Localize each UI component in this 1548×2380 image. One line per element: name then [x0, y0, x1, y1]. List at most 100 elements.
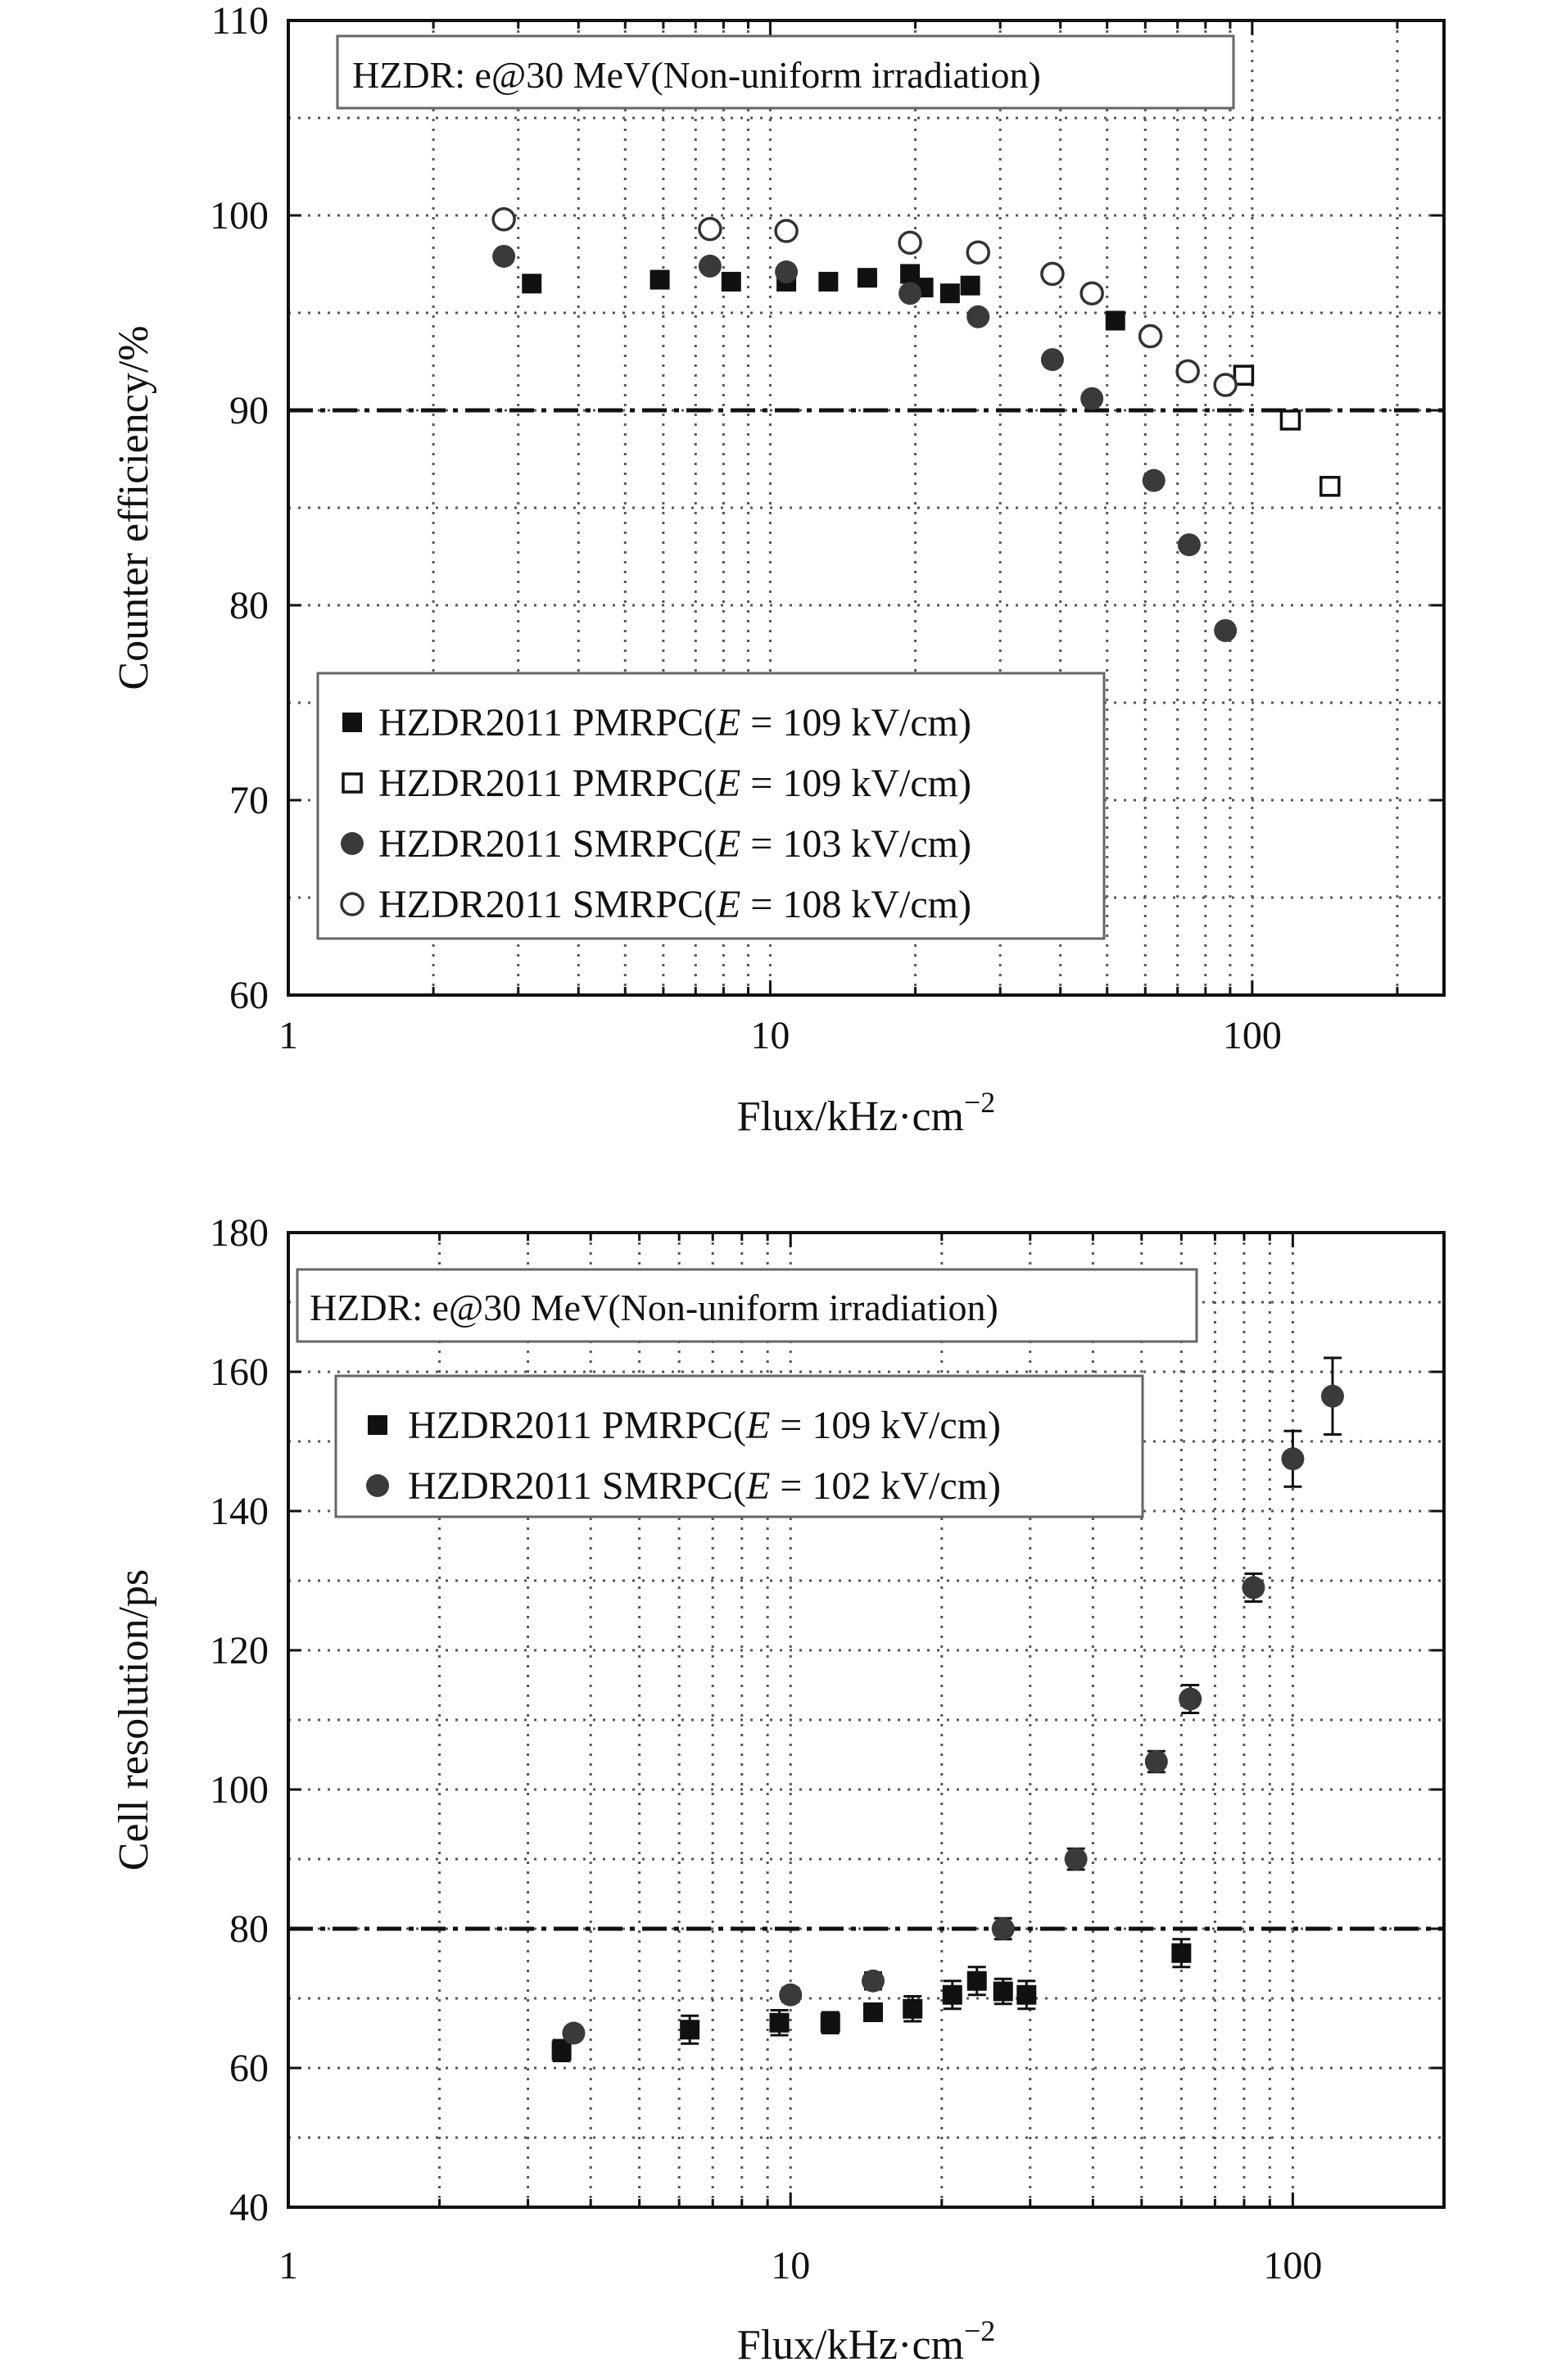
series-4	[491, 207, 1238, 397]
legend-label: HZDR2011 PMRPC(E = 109 kV/cm)	[408, 1404, 1001, 1447]
series-1	[551, 1938, 1192, 2062]
data-point	[1175, 359, 1200, 384]
legend-marker	[342, 772, 363, 794]
data-point	[993, 1981, 1013, 2002]
data-point	[698, 216, 722, 242]
data-point	[1177, 533, 1201, 557]
x-tick-label: 10	[750, 1014, 790, 1057]
plot-frame	[287, 1231, 1446, 2209]
annotation-box	[296, 1268, 1198, 1343]
data-point	[1080, 281, 1104, 305]
data-point	[1319, 476, 1341, 497]
series-1	[522, 264, 1125, 331]
y-tick-label: 80	[229, 584, 269, 627]
data-point	[1279, 409, 1301, 431]
y-tick-label: 140	[210, 1490, 269, 1533]
y-tick-label: 160	[210, 1351, 269, 1394]
annotation-box	[336, 34, 1235, 110]
data-point	[1233, 364, 1255, 386]
data-point	[939, 283, 960, 304]
y-axis-label: Cell resolution/ps	[111, 1569, 157, 1871]
data-point	[491, 207, 516, 232]
data-point	[903, 1998, 923, 2019]
data-point	[1064, 1848, 1088, 1871]
data-point	[1214, 618, 1238, 642]
x-tick-label: 1	[278, 2244, 298, 2287]
data-point	[862, 2002, 883, 2022]
data-point	[966, 240, 990, 265]
y-tick-label: 60	[229, 2047, 269, 2090]
y-tick-label: 40	[229, 2186, 269, 2229]
legend-box	[316, 672, 1106, 940]
legend-box	[334, 1374, 1144, 1518]
legend-label: HZDR2011 SMRPC(E = 102 kV/cm)	[408, 1464, 1001, 1508]
data-point	[1080, 387, 1104, 410]
data-point	[779, 1983, 803, 2007]
data-point	[960, 275, 980, 296]
y-tick-label: 60	[229, 974, 269, 1017]
legend-label: HZDR2011 SMRPC(E = 108 kV/cm)	[378, 883, 971, 926]
data-point	[1242, 1576, 1265, 1599]
data-point	[775, 260, 799, 284]
data-point	[820, 2012, 840, 2033]
y-tick-label: 180	[210, 1211, 269, 1255]
data-point	[680, 2020, 700, 2040]
legend-marker	[368, 1415, 387, 1435]
data-point	[492, 244, 516, 268]
data-point	[1171, 1943, 1192, 1963]
data-point	[698, 254, 722, 278]
series-2	[1233, 364, 1341, 497]
data-point	[861, 1969, 885, 1993]
y-tick-label: 80	[229, 1907, 269, 1951]
data-point	[1144, 1750, 1168, 1773]
data-point	[650, 269, 670, 290]
legend-label: HZDR2011 SMRPC(E = 103 kV/cm)	[378, 822, 971, 866]
data-point	[942, 1984, 962, 2005]
x-tick-label: 10	[771, 2244, 810, 2287]
y-tick-label: 70	[229, 779, 269, 822]
data-point	[1213, 373, 1238, 397]
data-point	[1281, 1447, 1305, 1471]
data-point	[966, 305, 990, 328]
legend-marker	[342, 713, 362, 732]
plot-frame	[287, 19, 1446, 997]
x-tick-label: 1	[278, 1014, 298, 1057]
y-tick-label: 100	[210, 194, 269, 238]
data-point	[857, 268, 877, 288]
data-point	[1040, 261, 1065, 287]
series-3	[492, 244, 1238, 642]
data-point	[1179, 1687, 1202, 1711]
data-point	[898, 282, 922, 305]
annotation-text: HZDR: e@30 MeV(Non-uniform irradiation)	[310, 1287, 998, 1328]
legend-label: HZDR2011 PMRPC(E = 109 kV/cm)	[378, 701, 971, 744]
data-point	[721, 271, 741, 292]
legend-marker	[366, 1474, 389, 1497]
data-point	[522, 274, 542, 294]
y-tick-label: 100	[210, 1768, 269, 1812]
data-point	[1142, 468, 1166, 492]
data-point	[966, 1971, 987, 1991]
data-point	[1016, 1984, 1037, 2005]
data-point	[991, 1917, 1015, 1940]
data-point	[1040, 348, 1064, 372]
series-2	[562, 1356, 1344, 2045]
x-tick-label: 100	[1263, 2244, 1322, 2287]
x-axis-label: Flux/kHz·cm−2	[737, 1086, 996, 1140]
y-tick-label: 120	[210, 1629, 269, 1672]
y-tick-label: 110	[211, 0, 269, 43]
chart-2: 40 60 80 100 120 140 160 180 1 10 100 Flux/kHz·cm−2…	[111, 1211, 1446, 2369]
x-axis-label: Flux/kHz·cm−2	[737, 2314, 996, 2369]
y-tick-label: 90	[229, 389, 269, 432]
data-point	[1138, 324, 1163, 349]
data-point	[1320, 1384, 1344, 1408]
annotation-text: HZDR: e@30 MeV(Non-uniform irradiation)	[352, 54, 1041, 96]
data-point	[898, 230, 922, 256]
legend-marker	[341, 832, 364, 855]
x-tick-label: 100	[1223, 1014, 1282, 1057]
data-point	[551, 2040, 572, 2061]
data-point	[774, 219, 799, 243]
legend-marker	[340, 892, 364, 916]
data-point	[1105, 310, 1125, 331]
